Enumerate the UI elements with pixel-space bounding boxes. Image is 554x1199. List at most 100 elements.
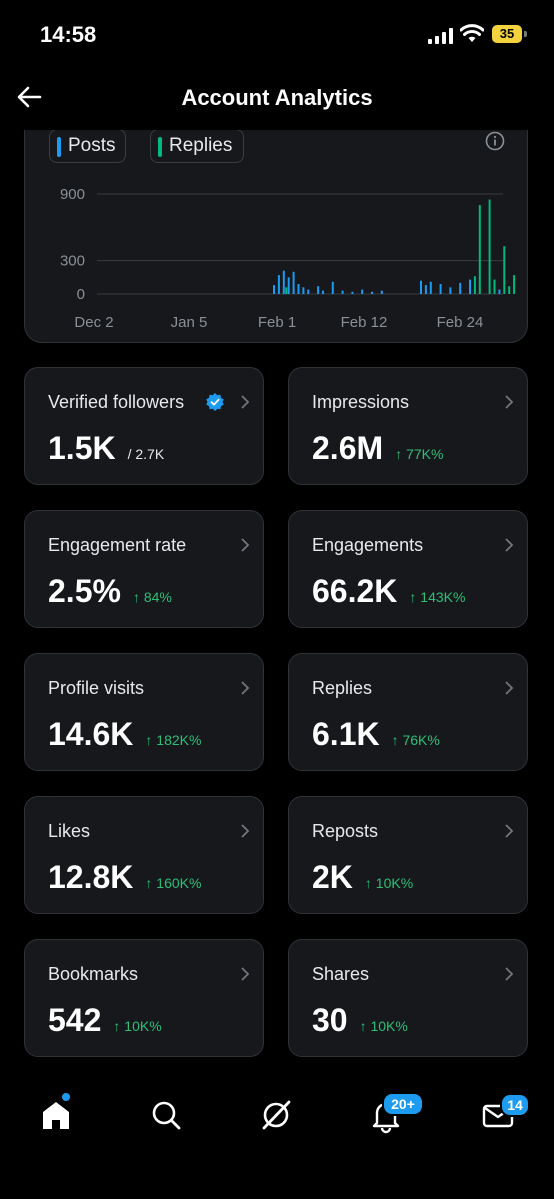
- stat-change: ↑ 143K%: [409, 589, 466, 605]
- chevron-right-icon: [505, 681, 514, 695]
- bottom-nav: 20+ 14: [0, 1075, 554, 1199]
- nav-search[interactable]: [146, 1095, 186, 1135]
- posts-bar: [292, 271, 295, 294]
- replies-bar: [473, 276, 476, 294]
- stat-label: Engagement rate: [48, 535, 187, 555]
- posts-bar: [273, 285, 275, 294]
- posts-bar: [429, 281, 432, 294]
- grok-icon: [262, 1100, 291, 1130]
- stat-label: Shares: [312, 964, 370, 984]
- battery-icon: 35: [492, 25, 522, 43]
- posts-bar: [277, 275, 280, 294]
- stat-value: 6.1K: [312, 716, 380, 752]
- stat-change: ↑ 10K%: [359, 1018, 408, 1034]
- stat-label: Engagements: [312, 535, 424, 555]
- nav-messages[interactable]: 14: [478, 1093, 530, 1135]
- replies-bar: [513, 275, 516, 294]
- top-header: Account Analytics: [0, 70, 554, 130]
- stat-label: Profile visits: [48, 678, 145, 698]
- legend-posts[interactable]: Posts: [49, 129, 126, 163]
- wifi-icon: [460, 24, 484, 42]
- replies-bar: [285, 287, 288, 294]
- search-icon: [152, 1101, 181, 1130]
- replies-bar: [488, 199, 491, 294]
- stat-card-engagement-rate[interactable]: Engagement rate 2.5% ↑ 84%: [24, 510, 264, 628]
- battery-level: 35: [499, 26, 515, 41]
- chevron-right-icon: [241, 967, 250, 981]
- stat-value: 66.2K: [312, 573, 398, 609]
- posts-bar: [420, 280, 422, 294]
- stat-value: 2.6M: [312, 430, 384, 466]
- back-arrow-icon[interactable]: [14, 82, 44, 112]
- stat-label: Impressions: [312, 392, 410, 412]
- stat-total: / 2.7K: [127, 446, 165, 462]
- stat-card-likes[interactable]: Likes 12.8K ↑ 160K%: [24, 796, 264, 914]
- stat-value: 1.5K: [48, 430, 116, 466]
- notifications-badge: 20+: [382, 1092, 424, 1116]
- info-icon[interactable]: [485, 131, 505, 151]
- stat-card-engagements[interactable]: Engagements 66.2K ↑ 143K%: [288, 510, 528, 628]
- replies-bar: [493, 279, 496, 294]
- y-tick-label: 300: [60, 253, 85, 270]
- stat-label: Reposts: [312, 821, 379, 841]
- nav-notifications[interactable]: 20+: [366, 1092, 424, 1135]
- x-tick-label: Jan 5: [171, 314, 208, 331]
- chevron-right-icon: [505, 824, 514, 838]
- posts-bar: [302, 287, 305, 294]
- home-icon: [43, 1102, 69, 1129]
- posts-bar: [297, 284, 300, 294]
- stat-label: Likes: [48, 821, 91, 841]
- posts-bar: [498, 289, 501, 294]
- posts-bar: [307, 289, 310, 294]
- page-title: Account Analytics: [181, 85, 373, 110]
- stat-label: Replies: [312, 678, 373, 698]
- stat-label: Verified followers: [48, 392, 185, 412]
- stat-change: ↑ 10K%: [113, 1018, 162, 1034]
- analytics-chart-card: 900 300 0 Dec 2 Jan 5 Feb 1 Feb 12 Feb 24 Posts…: [24, 100, 528, 343]
- chevron-right-icon: [241, 681, 250, 695]
- legend-posts-label: Posts: [68, 135, 116, 156]
- nav-home[interactable]: [36, 1093, 76, 1135]
- posts-bar: [469, 279, 471, 294]
- battery-cap: [524, 31, 527, 37]
- legend-replies[interactable]: Replies: [150, 129, 244, 163]
- stat-value: 14.6K: [48, 716, 134, 752]
- stat-card-profile-visits[interactable]: Profile visits 14.6K ↑ 182K%: [24, 653, 264, 771]
- stat-card-bookmarks[interactable]: Bookmarks 542 ↑ 10K%: [24, 939, 264, 1057]
- x-tick-label: Feb 24: [437, 314, 484, 331]
- stat-change: ↑ 84%: [132, 589, 172, 605]
- x-tick-label: Feb 1: [258, 314, 296, 331]
- stat-card-impressions[interactable]: Impressions 2.6M ↑ 77K%: [288, 367, 528, 485]
- nav-grok[interactable]: [256, 1095, 296, 1135]
- posts-bar: [380, 290, 383, 294]
- stat-change: ↑ 160K%: [145, 875, 202, 891]
- stat-card-verified-followers[interactable]: Verified followers 1.5K / 2.7K: [24, 367, 264, 485]
- stat-value: 2.5%: [48, 573, 121, 609]
- stat-card-replies[interactable]: Replies 6.1K ↑ 76K%: [288, 653, 528, 771]
- chevron-right-icon: [505, 538, 514, 552]
- posts-bar: [287, 277, 290, 294]
- replies-bar: [503, 246, 506, 294]
- chevron-right-icon: [241, 824, 250, 838]
- stat-value: 2K: [312, 859, 353, 895]
- x-tick-label: Feb 12: [341, 314, 388, 331]
- verified-badge-icon: [206, 393, 224, 411]
- posts-bar: [361, 289, 364, 294]
- legend-replies-label: Replies: [169, 135, 233, 156]
- chevron-right-icon: [241, 538, 250, 552]
- stat-card-reposts[interactable]: Reposts 2K ↑ 10K%: [288, 796, 528, 914]
- stat-card-shares[interactable]: Shares 30 ↑ 10K%: [288, 939, 528, 1057]
- chevron-right-icon: [241, 395, 250, 409]
- chevron-right-icon: [505, 395, 514, 409]
- stat-change: ↑ 76K%: [391, 732, 440, 748]
- replies-bar: [508, 286, 511, 294]
- posts-bar: [282, 270, 285, 294]
- posts-bar: [317, 286, 320, 294]
- analytics-chart: 900 300 0 Dec 2 Jan 5 Feb 1 Feb 12 Feb 24: [60, 186, 516, 331]
- posts-bar: [439, 284, 442, 294]
- stat-change: ↑ 182K%: [145, 732, 202, 748]
- posts-swatch: [57, 137, 61, 157]
- status-bar: 14:58 35: [0, 0, 554, 70]
- stat-change: ↑ 10K%: [364, 875, 414, 891]
- posts-bar: [341, 290, 344, 294]
